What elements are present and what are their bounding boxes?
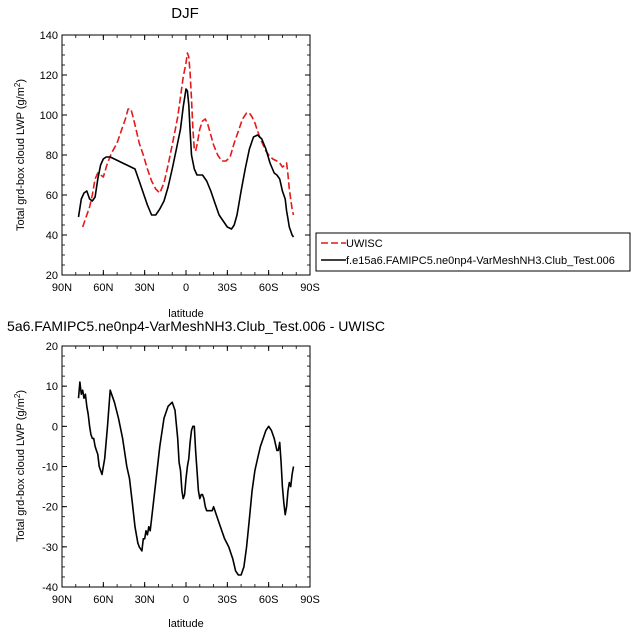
top-y-tick-label: 120 [40, 70, 58, 82]
top-x-tick-label: 90S [300, 282, 320, 294]
bottom-series-group [77, 381, 295, 576]
legend-label-uwisc: UWISC [346, 238, 383, 250]
bottom-plot-frame [61, 345, 311, 588]
bottom-y-tick-label: 10 [46, 381, 58, 393]
top-x-axis-label: latitude [168, 308, 203, 320]
bottom-chart-title: 5a6.FAMIPC5.ne0np4-VarMeshNH3.Club_Test.… [7, 318, 385, 334]
bottom-y-tick-label: 20 [46, 341, 58, 353]
top-panel: DJF 20 40 60 80 100 120 140 90N 60N 30N 0 30S 60S 90S… [13, 5, 320, 320]
top-x-tick-label: 0 [183, 282, 189, 294]
top-series-line-model [77, 88, 295, 238]
top-y-tick-label: 60 [46, 190, 58, 202]
bottom-x-tick-label: 0 [183, 594, 189, 606]
top-y-tick-label: 40 [46, 230, 58, 242]
bottom-x-tick-label: 90N [52, 594, 72, 606]
bottom-x-tick-label: 30S [218, 594, 238, 606]
top-y-tick-label: 140 [40, 30, 58, 42]
bottom-y-tick-label: -20 [42, 502, 58, 514]
top-axes: 20 40 60 80 100 120 140 90N 60N 30N 0 30S 60S 90S [40, 30, 320, 294]
top-x-tick-label: 90N [52, 282, 72, 294]
top-y-tick-label: 100 [40, 110, 58, 122]
bottom-series-line-difference [77, 381, 295, 576]
top-y-tick-label: 20 [46, 270, 58, 282]
bottom-x-tick-label: 60N [93, 594, 113, 606]
bottom-x-tick-label: 60S [259, 594, 279, 606]
bottom-y-tick-label: -30 [42, 542, 58, 554]
top-x-tick-label: 30N [135, 282, 155, 294]
legend-box [315, 232, 631, 272]
bottom-y-tick-label: 0 [52, 421, 58, 433]
top-x-tick-label: 60N [93, 282, 113, 294]
bottom-x-tick-label: 30N [135, 594, 155, 606]
top-chart-title: DJF [171, 5, 199, 22]
bottom-y-tick-label: -10 [42, 462, 58, 474]
legend-label-model: f.e15a6.FAMIPC5.ne0np4-VarMeshNH3.Club_T… [346, 255, 615, 267]
bottom-y-tick-label: -40 [42, 582, 58, 594]
legend: UWISC f.e15a6.FAMIPC5.ne0np4-VarMeshNH3.… [315, 232, 631, 272]
bottom-panel: 5a6.FAMIPC5.ne0np4-VarMeshNH3.Club_Test.… [7, 318, 385, 630]
top-y-axis-label: Total grd-box cloud LWP (g/m2) [13, 79, 27, 231]
bottom-x-tick-label: 90S [300, 594, 320, 606]
top-plot-frame [61, 34, 311, 276]
bottom-x-axis-label: latitude [168, 618, 203, 630]
top-x-tick-label: 30S [218, 282, 238, 294]
top-y-tick-label: 80 [46, 150, 58, 162]
top-series-group [77, 52, 295, 238]
top-x-tick-label: 60S [259, 282, 279, 294]
bottom-y-axis-label: Total grd-box cloud LWP (g/m2) [13, 390, 27, 542]
